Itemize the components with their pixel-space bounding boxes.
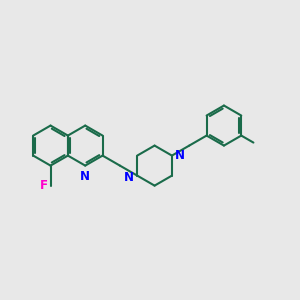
Text: N: N [175,149,185,162]
Text: F: F [40,179,48,192]
Text: N: N [80,170,90,183]
Text: N: N [124,171,134,184]
